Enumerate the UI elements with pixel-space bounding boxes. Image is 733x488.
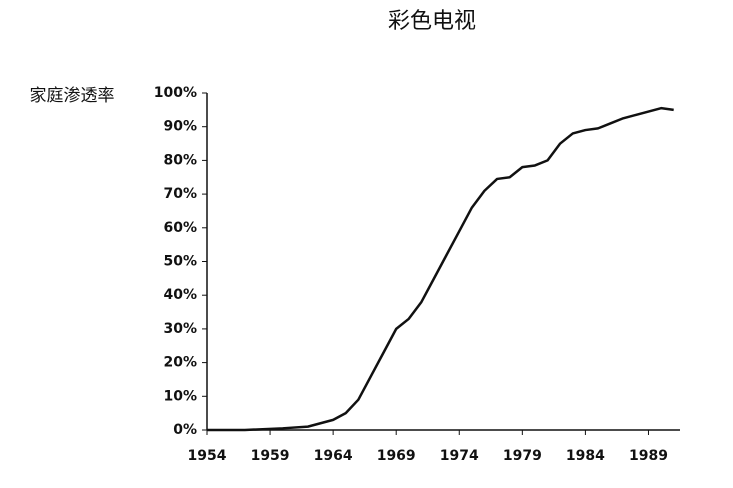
y-tick-label: 20%: [163, 355, 197, 371]
chart-title: 彩色电视: [388, 9, 476, 34]
y-tick-label: 70%: [163, 186, 197, 202]
x-tick-label: 1954: [188, 448, 227, 464]
y-tick-label: 30%: [163, 321, 197, 337]
x-tick-label: 1989: [629, 448, 668, 464]
x-tick-label: 1974: [440, 448, 479, 464]
y-tick-label: 50%: [163, 254, 197, 270]
x-tick-label: 1984: [566, 448, 605, 464]
y-axis-label: 家庭渗透率: [30, 86, 115, 106]
x-tick-label: 1964: [314, 448, 353, 464]
y-tick-label: 10%: [163, 388, 197, 404]
y-tick-label: 80%: [163, 152, 197, 168]
y-tick-label: 90%: [163, 119, 197, 135]
x-tick-label: 1959: [251, 448, 290, 464]
line: [207, 106, 674, 432]
y-tick-label: 100%: [154, 85, 197, 101]
x-tick-label: 1969: [377, 448, 416, 464]
x-tick-label: 1979: [503, 448, 542, 464]
y-tick-label: 40%: [163, 287, 197, 303]
y-tick-label: 0%: [173, 422, 197, 438]
y-tick-label: 60%: [163, 220, 197, 236]
